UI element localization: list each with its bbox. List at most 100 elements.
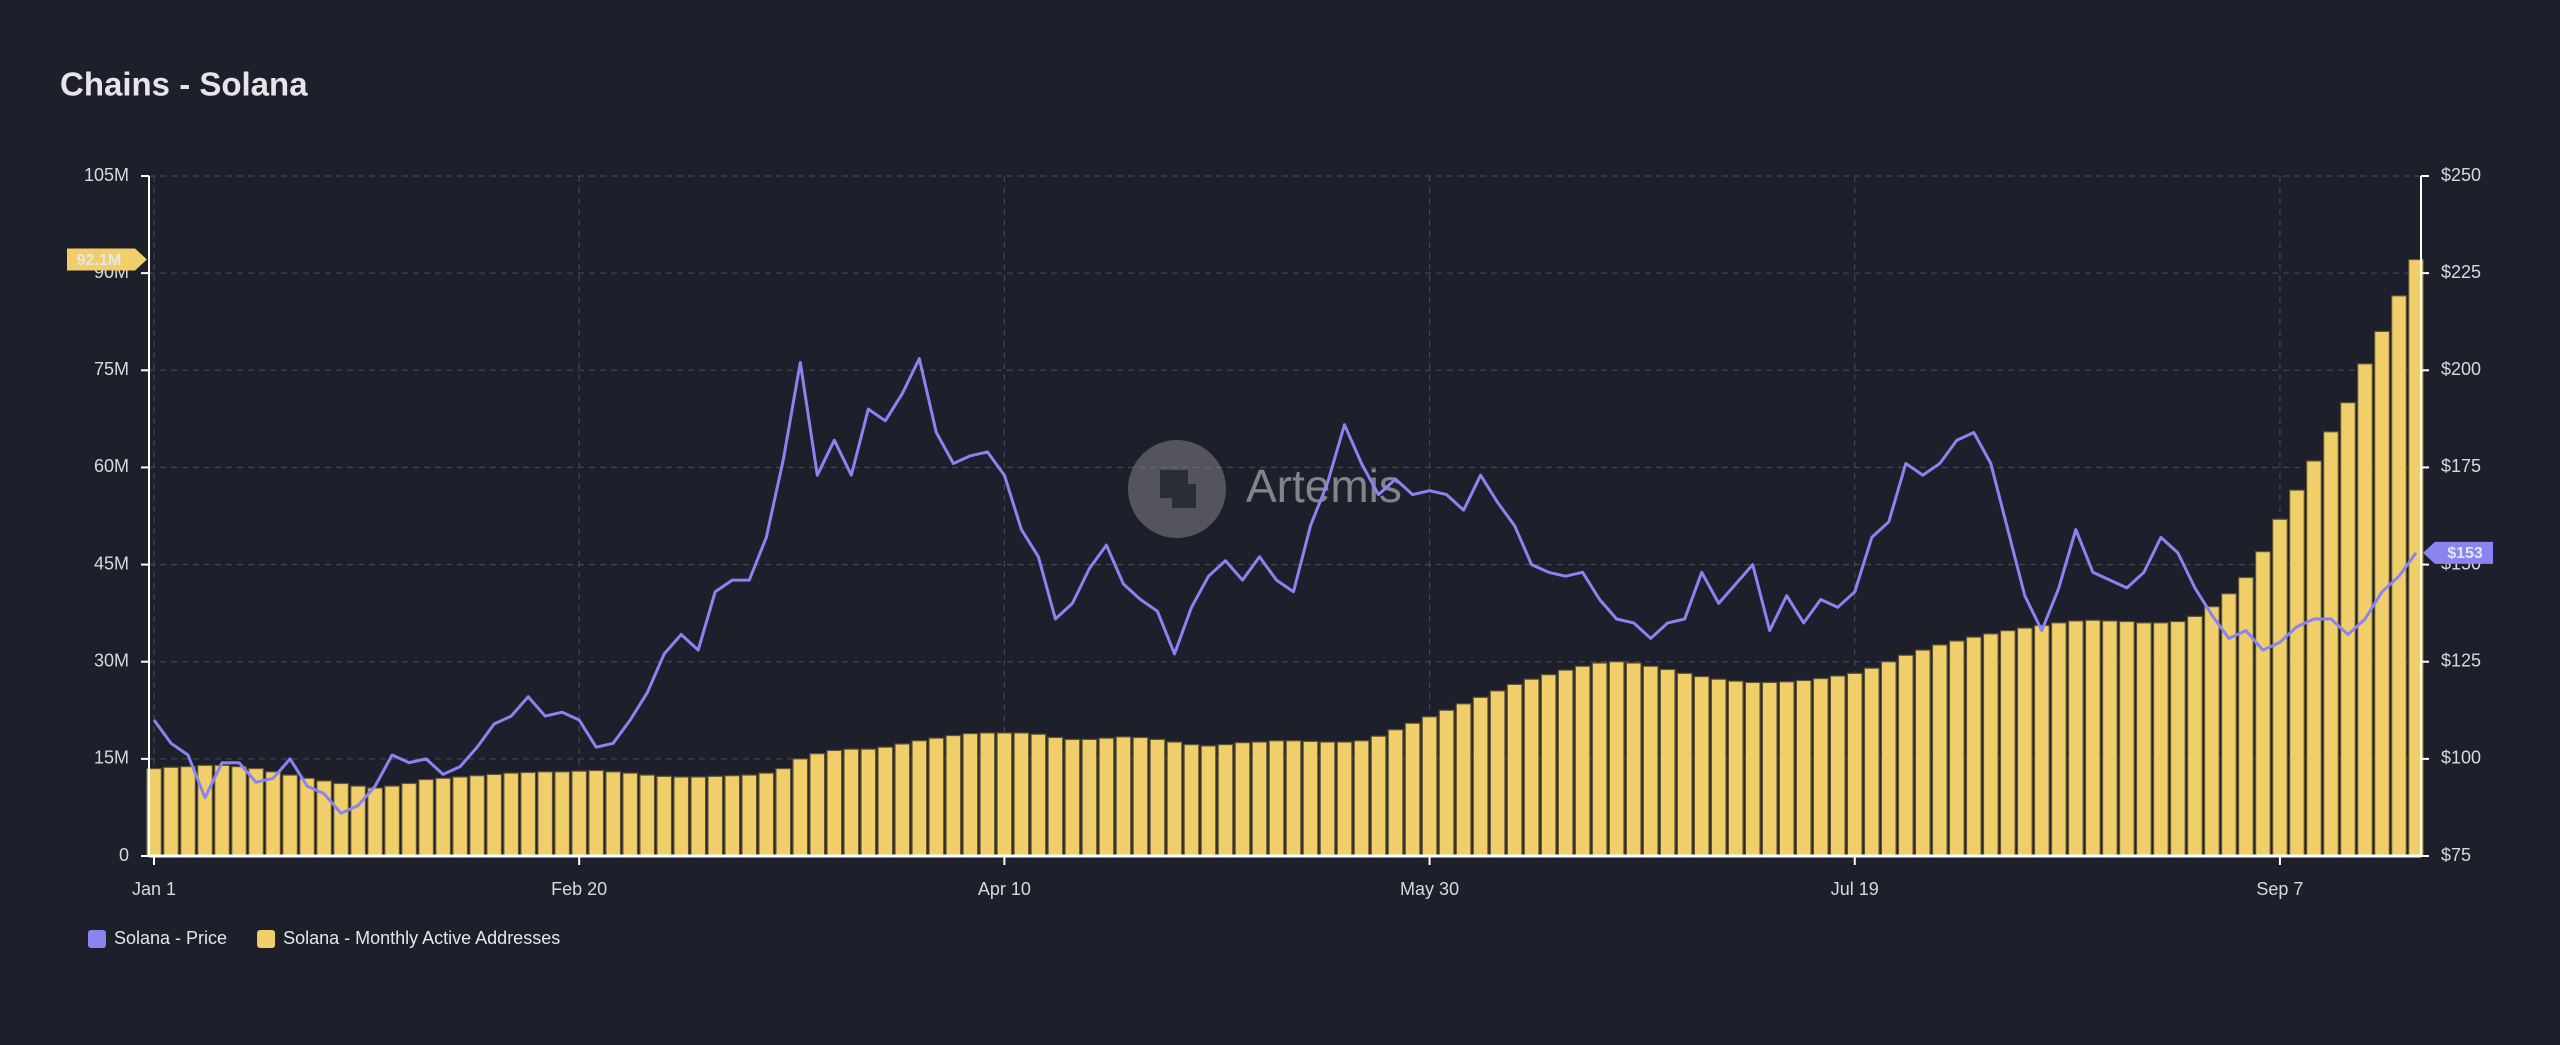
bar — [1574, 665, 1591, 857]
bar — [1472, 696, 1489, 857]
lines — [152, 357, 2418, 815]
bar — [656, 775, 673, 857]
bar — [1489, 690, 1506, 857]
end-badge — [2423, 541, 2493, 564]
bar — [1064, 738, 1081, 857]
bar — [911, 740, 928, 857]
bar — [1931, 644, 1948, 857]
y-tick-label: 0 — [119, 845, 129, 865]
y-tick-label: 45M — [94, 553, 129, 573]
bar — [2016, 627, 2033, 857]
y-tick-label: 15M — [94, 748, 129, 768]
bar — [1047, 736, 1064, 857]
bar — [469, 775, 486, 857]
x-tick-label: Jan 1 — [132, 879, 176, 899]
bar — [1812, 677, 1829, 857]
bar — [1591, 662, 1608, 857]
bar — [1948, 640, 1965, 857]
bar — [1251, 741, 1268, 857]
bar — [163, 766, 179, 857]
bar — [1030, 733, 1047, 857]
bar — [588, 769, 605, 857]
bar — [214, 764, 230, 857]
bar — [1744, 681, 1761, 857]
bar — [180, 766, 196, 857]
bar — [979, 732, 996, 857]
bar — [486, 773, 503, 857]
x-tick-label: Sep 7 — [2256, 879, 2303, 899]
x-tick-label: Apr 10 — [978, 879, 1031, 899]
bar — [2135, 622, 2152, 857]
bar — [1319, 741, 1336, 857]
y2-tick-label: $200 — [2441, 359, 2481, 379]
bar — [2306, 460, 2322, 857]
legend: Solana - Price Solana - Monthly Active Ad… — [88, 928, 560, 948]
end-badge-label: 92.1M — [77, 252, 121, 269]
x-tick-label: Feb 20 — [551, 879, 607, 899]
bar — [1863, 667, 1880, 857]
bar — [231, 766, 247, 857]
bar — [2101, 620, 2118, 857]
axes: 015M30M45M60M75M90M105M$75$100$125$150$1… — [67, 165, 2493, 899]
bar — [1846, 672, 1863, 857]
bar — [1149, 738, 1166, 857]
watermark-logo-mark — [1160, 470, 1196, 508]
bar — [333, 782, 349, 857]
bar — [2067, 620, 2084, 857]
bar — [758, 772, 775, 857]
bar — [197, 764, 213, 857]
bar — [1200, 745, 1217, 857]
bar — [1523, 678, 1540, 857]
legend-swatch — [257, 930, 276, 948]
bar — [860, 748, 877, 857]
bar — [673, 776, 690, 857]
bar — [877, 746, 894, 857]
bar — [775, 767, 792, 857]
y2-tick-label: $100 — [2441, 748, 2481, 768]
bar — [265, 771, 281, 857]
bar — [1693, 676, 1710, 857]
bar — [1166, 741, 1183, 857]
bar — [1285, 740, 1302, 857]
bar — [554, 771, 571, 857]
bar — [1914, 649, 1931, 857]
bar — [622, 772, 639, 857]
bar — [962, 732, 979, 857]
bar — [894, 743, 911, 857]
bar — [2289, 489, 2305, 857]
legend-label: Solana - Monthly Active Addresses — [283, 928, 560, 948]
bar — [1438, 709, 1455, 857]
bar — [1115, 736, 1132, 857]
y2-tick-label: $225 — [2441, 262, 2481, 282]
bar — [2169, 620, 2186, 857]
end-badge-label: $153 — [2447, 545, 2483, 562]
bar — [1982, 633, 1999, 857]
bar — [1370, 735, 1387, 857]
line — [152, 357, 2418, 815]
bar — [1999, 630, 2016, 857]
bar — [1013, 732, 1030, 857]
bar — [826, 749, 843, 857]
bar — [2272, 518, 2288, 857]
bar — [1132, 736, 1149, 857]
bar — [1421, 716, 1438, 857]
bar — [1778, 681, 1795, 857]
y-tick-label: 30M — [94, 650, 129, 670]
bar — [2084, 619, 2101, 857]
y-tick-label: 75M — [94, 359, 129, 379]
bar — [1761, 681, 1778, 857]
y2-tick-label: $250 — [2441, 165, 2481, 185]
bar — [809, 753, 826, 857]
bar — [1897, 654, 1914, 857]
bar — [1506, 683, 1523, 857]
bar — [1625, 662, 1642, 857]
bar — [1642, 665, 1659, 857]
bar — [996, 732, 1013, 857]
bar — [452, 776, 469, 857]
bar — [1336, 741, 1353, 857]
bar — [2033, 624, 2050, 857]
bar — [741, 774, 758, 857]
bar — [1540, 674, 1557, 857]
chart-title: Chains - Solana — [60, 66, 308, 103]
